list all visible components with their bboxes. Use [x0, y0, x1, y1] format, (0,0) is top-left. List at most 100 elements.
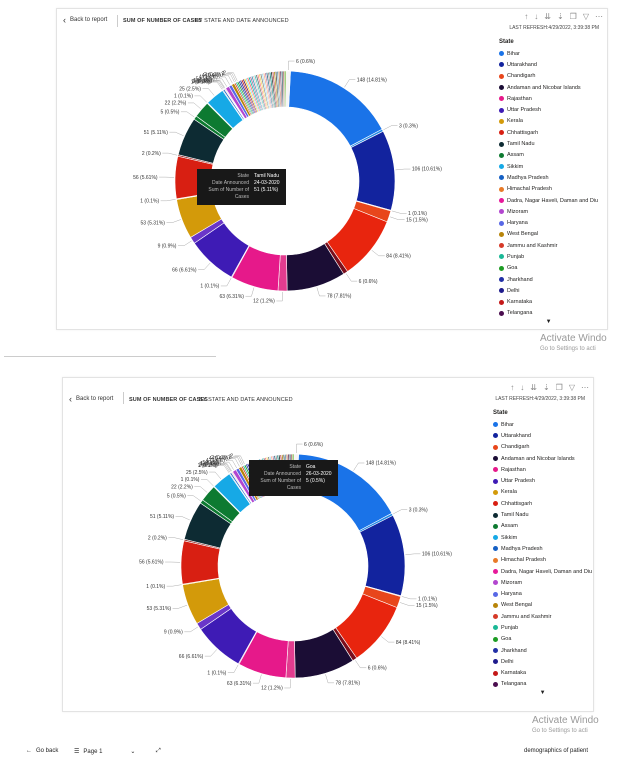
- legend-item[interactable]: Dadra, Nagar Haveli, Daman and Diu: [499, 195, 598, 206]
- data-label: 2: [223, 70, 226, 76]
- legend-swatch-icon: [499, 288, 504, 294]
- data-label: 78 (7.81%): [327, 294, 352, 300]
- legend-item[interactable]: Goa: [493, 634, 592, 645]
- data-label-leader: [220, 277, 232, 287]
- legend-item[interactable]: Dadra, Nagar Haveli, Daman and Diu: [493, 566, 592, 577]
- legend-item[interactable]: Mizoram: [499, 206, 598, 217]
- legend-items: Bihar Uttarakhand Chandigarh Andaman and Ni…: [493, 419, 592, 690]
- legend-item[interactable]: Jharkhand: [499, 274, 598, 285]
- activate-windows-subtext: Go to Settings to acti: [540, 346, 596, 352]
- legend-item[interactable]: Punjab: [493, 622, 592, 633]
- go-back-button[interactable]: ← Go back: [26, 748, 58, 754]
- legend-item[interactable]: Bihar: [493, 419, 592, 430]
- legend-item[interactable]: Uttar Pradesh: [499, 104, 598, 115]
- data-label-leader: [245, 287, 255, 297]
- legend-label: Delhi: [507, 287, 520, 294]
- data-label-leader: [213, 80, 225, 88]
- filter-icon[interactable]: ▽: [582, 12, 589, 21]
- legend-swatch-icon: [493, 433, 498, 439]
- expand-icon[interactable]: ⇊: [544, 12, 551, 21]
- legend-label: Punjab: [501, 624, 519, 631]
- tab-sum-of-cases[interactable]: SUM OF NUMBER OF CASES: [129, 397, 208, 403]
- copy-icon[interactable]: ❐: [569, 12, 577, 21]
- filter-icon[interactable]: ▽: [568, 383, 575, 392]
- legend-item[interactable]: Sikkim: [493, 532, 592, 543]
- sort-up-icon[interactable]: ↑: [524, 12, 529, 21]
- legend-item[interactable]: Uttarakhand: [493, 430, 592, 441]
- legend-label: Rajasthan: [501, 466, 526, 473]
- data-label-leader: [222, 75, 233, 84]
- legend-item[interactable]: Rajasthan: [499, 93, 598, 104]
- legend-swatch-icon: [499, 254, 504, 260]
- sort-down-icon[interactable]: ↓: [520, 383, 525, 392]
- data-label: 4 (0.4%): [209, 456, 228, 462]
- tab-by-state-date[interactable]: BY STATE AND DATE ANNOUNCED: [199, 397, 293, 403]
- legend-label: West Bengal: [501, 602, 533, 609]
- legend-item[interactable]: West Bengal: [493, 600, 592, 611]
- back-to-report-button[interactable]: ‹ Back to report: [69, 395, 113, 404]
- legend-item[interactable]: Bihar: [499, 48, 598, 59]
- data-label: 56 (5.61%): [139, 560, 164, 566]
- sort-up-icon[interactable]: ↑: [510, 383, 515, 392]
- legend-item[interactable]: Tamil Nadu: [493, 509, 592, 520]
- legend-item[interactable]: Delhi: [499, 285, 598, 296]
- tab-sum-of-cases[interactable]: SUM OF NUMBER OF CASES: [123, 18, 202, 24]
- legend-item[interactable]: Chhattisgarh: [499, 127, 598, 138]
- donut-chart[interactable]: 148 (14.81%) 3 (0.3%) 106 (10.61%) 1 (0.1%)…: [57, 39, 497, 329]
- sort-down-icon[interactable]: ↓: [534, 12, 539, 21]
- legend-item[interactable]: Goa: [499, 263, 598, 274]
- data-label: 9 (0.9%): [164, 630, 183, 636]
- legend-item[interactable]: Chhattisgarh: [493, 498, 592, 509]
- data-label: 1 (0.1%): [198, 463, 217, 469]
- copy-icon[interactable]: ❐: [555, 383, 563, 392]
- legend-swatch-icon: [493, 681, 498, 687]
- more-options-icon[interactable]: ⋯: [595, 12, 603, 21]
- legend-item[interactable]: Assam: [493, 521, 592, 532]
- legend-item[interactable]: Jharkhand: [493, 645, 592, 656]
- legend-scroll-down-icon[interactable]: ▼: [545, 319, 552, 326]
- donut-slice[interactable]: [285, 70, 291, 108]
- legend-item[interactable]: Kerala: [499, 116, 598, 127]
- legend-item[interactable]: Haryana: [493, 588, 592, 599]
- legend-item[interactable]: Tamil Nadu: [499, 138, 598, 149]
- page-selector[interactable]: ☰ Page 1 ⌄: [74, 748, 135, 756]
- legend-item[interactable]: Haryana: [499, 217, 598, 228]
- expand-report-icon[interactable]: ⤢: [156, 748, 161, 754]
- legend-item[interactable]: Chandigarh: [493, 442, 592, 453]
- legend-item[interactable]: Sikkim: [499, 161, 598, 172]
- legend-item[interactable]: West Bengal: [499, 229, 598, 240]
- legend-item[interactable]: Delhi: [493, 656, 592, 667]
- legend-item[interactable]: Assam: [499, 150, 598, 161]
- legend-item[interactable]: Madhya Pradesh: [499, 172, 598, 183]
- legend-item[interactable]: Mizoram: [493, 577, 592, 588]
- legend-item[interactable]: Uttar Pradesh: [493, 475, 592, 486]
- legend-item[interactable]: Andaman and Nicobar Islands: [499, 82, 598, 93]
- legend-item[interactable]: Jammu and Kashmir: [493, 611, 592, 622]
- donut-chart[interactable]: 148 (14.81%) 3 (0.3%) 106 (10.61%) 1 (0.1%)…: [63, 418, 493, 711]
- legend-item[interactable]: Himachal Pradesh: [493, 555, 592, 566]
- legend-item[interactable]: Andaman and Nicobar Islands: [493, 453, 592, 464]
- legend-item[interactable]: Telangana: [493, 679, 592, 690]
- legend-item[interactable]: Uttarakhand: [499, 59, 598, 70]
- tab-by-state-date[interactable]: BY STATE AND DATE ANNOUNCED: [195, 18, 289, 24]
- legend-item[interactable]: Karnataka: [493, 668, 592, 679]
- legend-scroll-down-icon[interactable]: ▼: [539, 690, 546, 697]
- legend-item[interactable]: Jammu and Kashmir: [499, 240, 598, 251]
- back-to-report-button[interactable]: ‹ Back to report: [63, 16, 107, 25]
- data-label: 2 (0.2%): [192, 79, 211, 85]
- legend-item[interactable]: Kerala: [493, 487, 592, 498]
- legend-item[interactable]: Telangana: [499, 308, 598, 319]
- legend-item[interactable]: Himachal Pradesh: [499, 184, 598, 195]
- expand-icon[interactable]: ⇊: [530, 383, 537, 392]
- drill-down-icon[interactable]: ⇣: [542, 383, 550, 392]
- legend-item[interactable]: Madhya Pradesh: [493, 543, 592, 554]
- legend-label: Chhattisgarh: [507, 129, 539, 136]
- legend-item[interactable]: Rajasthan: [493, 464, 592, 475]
- legend-label: Madhya Pradesh: [501, 545, 543, 552]
- more-options-icon[interactable]: ⋯: [581, 383, 589, 392]
- legend-item[interactable]: Chandigarh: [499, 71, 598, 82]
- data-label: 12 (1.2%): [261, 686, 283, 692]
- legend-item[interactable]: Punjab: [499, 251, 598, 262]
- legend-item[interactable]: Karnataka: [499, 297, 598, 308]
- drill-down-icon[interactable]: ⇣: [556, 12, 564, 21]
